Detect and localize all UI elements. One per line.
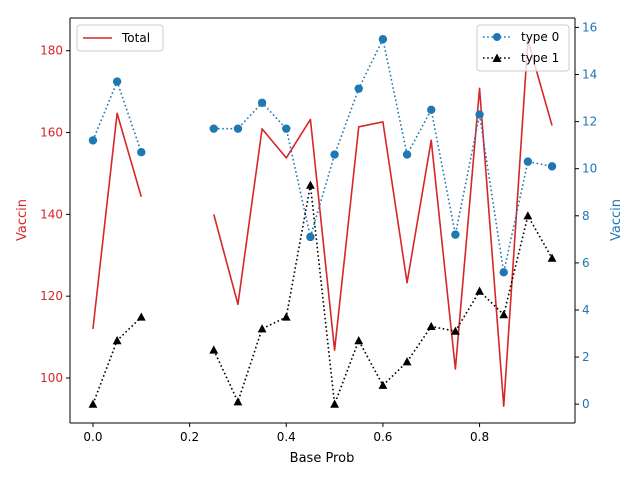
- x-tick-label: 0.4: [277, 430, 296, 444]
- data-point-type1: [257, 324, 267, 333]
- right-tick-label: 8: [582, 209, 590, 223]
- data-point-type0: [112, 77, 122, 86]
- data-point-type0: [451, 230, 460, 239]
- data-point-type1: [450, 326, 460, 335]
- x-axis-ticks: 0.0 0.2 0.4 0.6 0.8: [83, 423, 489, 444]
- series-line-total: [92, 112, 143, 329]
- series-line-type1: [213, 184, 553, 405]
- right-tick-label: 2: [582, 350, 590, 364]
- data-point-type0: [209, 124, 218, 133]
- right-tick-label: 4: [582, 303, 590, 317]
- data-point-type1: [306, 180, 315, 189]
- data-point-type1: [281, 312, 291, 321]
- data-point-type0: [306, 232, 315, 242]
- left-tick-label: 100: [40, 371, 63, 385]
- legend-right: type 0 type 1: [476, 24, 570, 72]
- series-line-total: [212, 39, 553, 408]
- data-point-type1: [112, 335, 122, 345]
- data-point-type0: [378, 34, 388, 44]
- data-point-type0: [233, 124, 243, 133]
- x-tick-label: 0.8: [470, 430, 489, 444]
- left-axis-ticks: 100 120 140 160 180: [40, 44, 70, 385]
- data-point-type1: [523, 211, 533, 220]
- data-point-type1: [402, 357, 412, 366]
- data-point-type0: [547, 162, 557, 171]
- left-tick-label: 120: [40, 289, 63, 303]
- data-point-type0: [427, 105, 436, 115]
- data-point-type1: [426, 321, 436, 331]
- data-point-type1: [209, 345, 219, 354]
- data-point-type0: [354, 84, 363, 93]
- legend-total-label: Total: [121, 31, 150, 45]
- data-point-type1: [136, 312, 146, 321]
- left-axis-title: Vaccin: [15, 199, 30, 241]
- data-point-type0: [88, 136, 98, 145]
- data-point-type0: [402, 150, 412, 159]
- x-tick-label: 0.2: [180, 430, 199, 444]
- x-tick-label: 0.6: [373, 430, 392, 444]
- series-layer: [88, 34, 557, 408]
- right-tick-label: 6: [582, 256, 590, 270]
- left-tick-label: 180: [40, 44, 63, 58]
- left-tick-label: 140: [40, 207, 63, 221]
- x-axis-title: Base Prob: [290, 451, 355, 466]
- data-point-type1: [475, 286, 484, 295]
- legend-type1-swatch-marker: [492, 53, 502, 62]
- left-tick-label: 160: [40, 126, 63, 140]
- data-point-type0: [282, 124, 291, 133]
- axes-frame: [69, 17, 576, 424]
- data-point-type1: [88, 399, 98, 408]
- data-point-type0: [330, 150, 339, 159]
- data-point-type0: [257, 98, 267, 107]
- right-tick-label: 0: [582, 397, 590, 411]
- plot-area: [70, 18, 575, 423]
- legend-type1-label: type 1: [521, 51, 559, 65]
- legend-left: Total: [76, 24, 164, 52]
- data-point-type0: [137, 148, 146, 157]
- data-point-type0: [475, 110, 484, 119]
- data-point-type0: [499, 268, 508, 277]
- right-axis-title: Vaccin: [609, 199, 624, 241]
- legend-type0-label: type 0: [521, 30, 559, 44]
- data-point-type1: [499, 310, 509, 319]
- right-tick-label: 14: [582, 68, 597, 82]
- right-tick-label: 12: [582, 115, 597, 129]
- x-tick-label: 0.0: [83, 430, 102, 444]
- right-axis-ticks: 0 2 4 6 8 10 12 14 16: [575, 20, 597, 411]
- legend-type0-swatch-marker: [493, 33, 501, 41]
- data-point-type1: [330, 399, 339, 408]
- data-point-type1: [547, 253, 557, 262]
- right-tick-label: 16: [582, 20, 597, 34]
- right-tick-label: 10: [582, 162, 597, 176]
- data-point-type1: [233, 397, 243, 406]
- data-point-type1: [354, 335, 364, 345]
- data-point-type0: [523, 157, 533, 166]
- legend-left-box: [76, 24, 164, 52]
- data-point-type1: [378, 380, 388, 389]
